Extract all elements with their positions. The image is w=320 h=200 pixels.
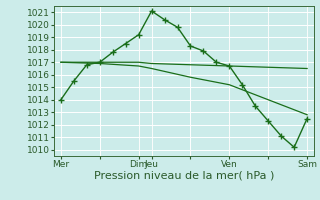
X-axis label: Pression niveau de la mer( hPa ): Pression niveau de la mer( hPa ) [94,171,274,181]
